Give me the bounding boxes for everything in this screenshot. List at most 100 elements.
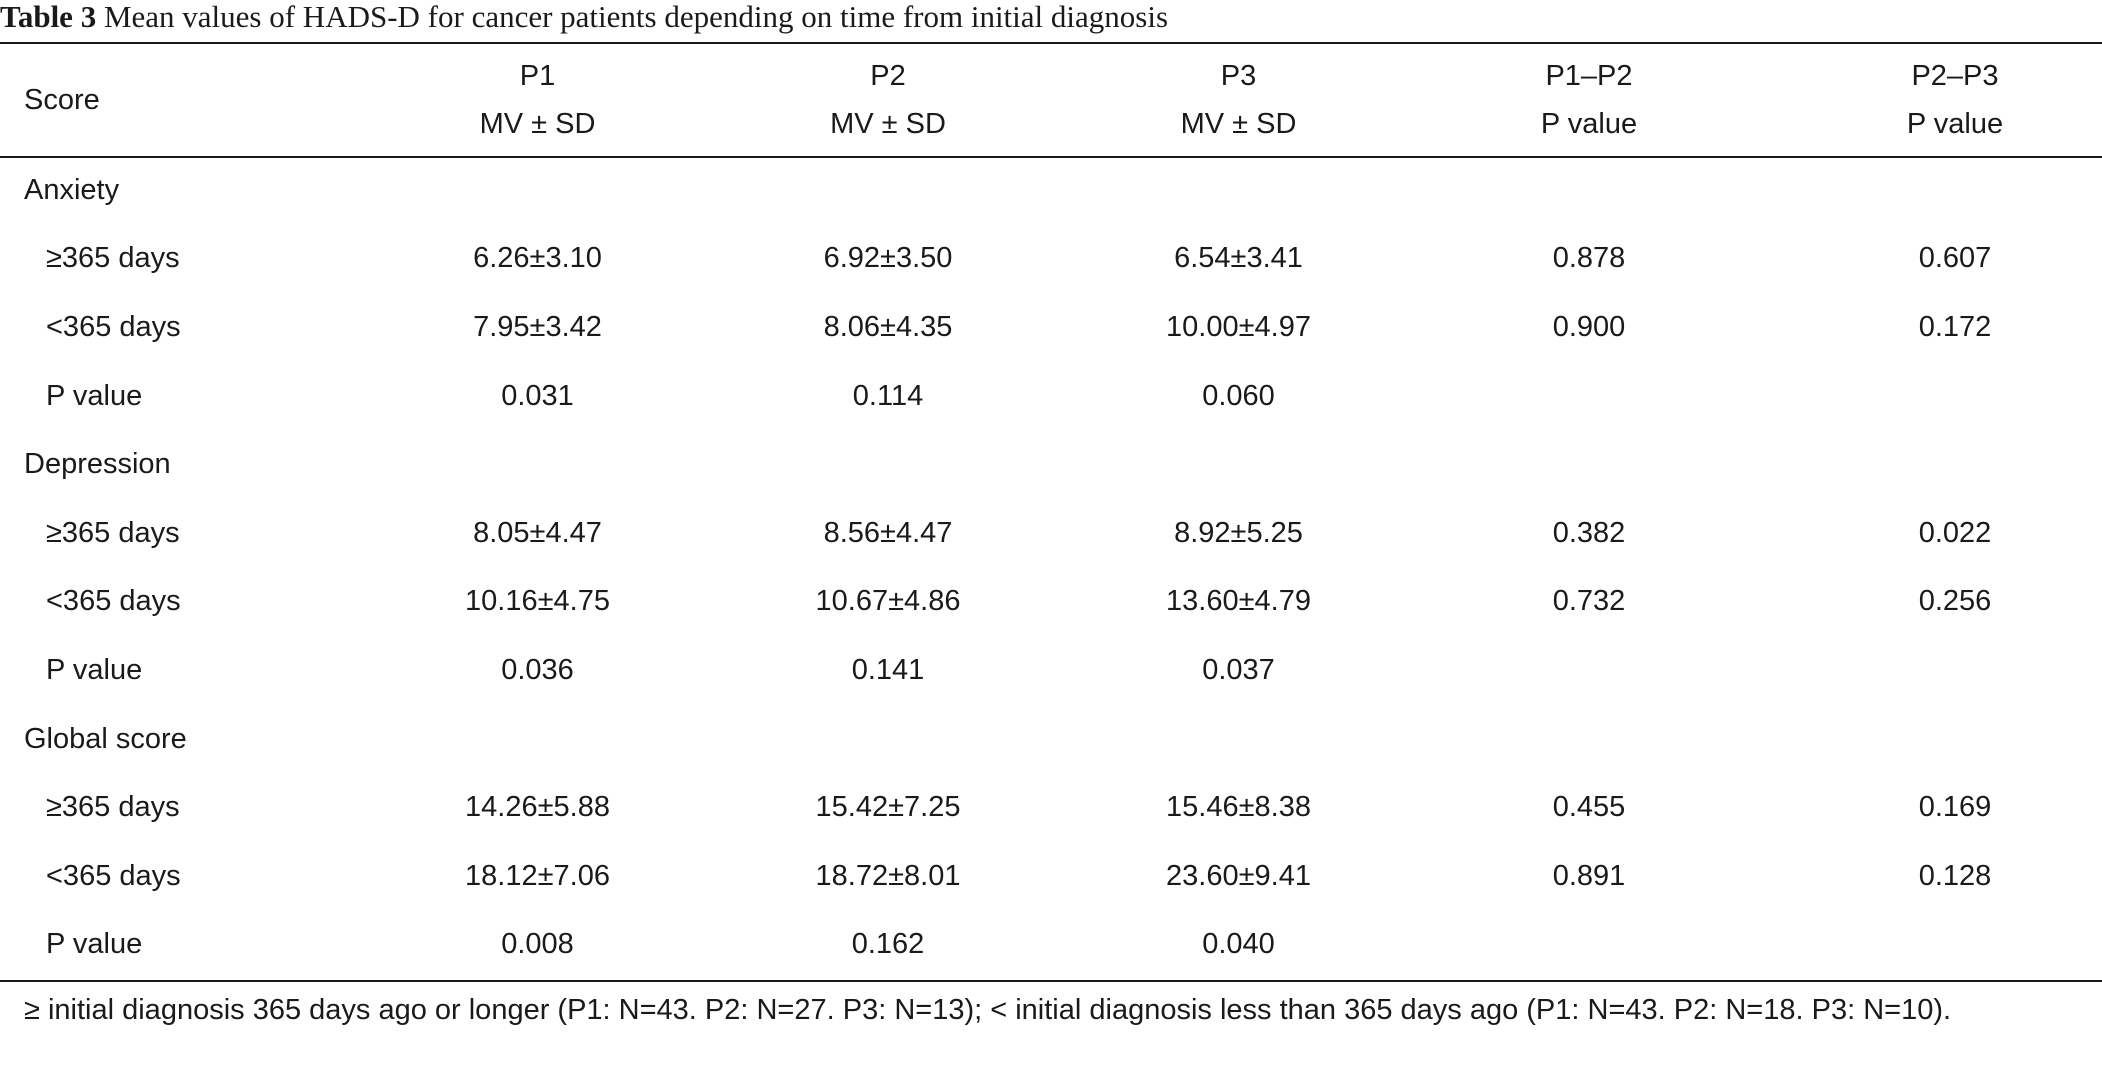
table-row: <365 days 10.16±4.75 10.67±4.86 13.60±4.79 0… — [0, 568, 2102, 637]
table-cell: 18.72±8.01 — [815, 859, 961, 892]
table-row: ≥365 days 6.26±3.10 6.92±3.50 6.54±3.41 0.87… — [0, 225, 2102, 294]
table-cell — [1107, 156, 1370, 225]
table-cell: 8.05±4.47 — [473, 516, 602, 549]
row-label: P value — [46, 653, 143, 686]
table-cell: 0.031 — [501, 379, 574, 412]
group-label: Global score — [24, 722, 187, 755]
table-row: <365 days 7.95±3.42 8.06±4.35 10.00±4.97 0.9… — [0, 293, 2102, 362]
table-cell: 0.008 — [501, 928, 574, 961]
table-cell: 0.455 — [1552, 791, 1626, 824]
table-cell — [1370, 911, 1808, 980]
table-cell: 6.26±3.10 — [473, 242, 602, 275]
header-col-line1: P3 — [1220, 60, 1257, 92]
table-cell: 18.12±7.06 — [465, 859, 610, 892]
row-label: ≥365 days — [46, 791, 180, 824]
table-cell — [406, 156, 669, 225]
table-cell — [1370, 156, 1808, 225]
table-cell — [1808, 430, 2102, 499]
header-col: P1–P2 P value — [1370, 44, 1808, 156]
table-cell — [1808, 362, 2102, 431]
table-cell: 10.67±4.86 — [815, 585, 961, 618]
table-cell — [1808, 636, 2102, 705]
row-label: ≥365 days — [46, 242, 180, 275]
header-col: P1 MV ± SD — [406, 44, 669, 156]
table-cell: 0.256 — [1918, 585, 1992, 618]
header-score: Score — [24, 84, 100, 116]
header-col-line2: MV ± SD — [830, 108, 946, 140]
table-cell: 0.607 — [1918, 242, 1992, 275]
table-cell: 14.26±5.88 — [465, 791, 610, 824]
table-group-row: Anxiety — [0, 156, 2102, 225]
table-header: Score P1 MV ± SD P2 MV ± SD P3 MV ± SD P… — [0, 44, 2102, 156]
table-row: <365 days 18.12±7.06 18.72±8.01 23.60±9.41 0… — [0, 842, 2102, 911]
row-label: P value — [46, 379, 143, 412]
table-cell: 6.54±3.41 — [1174, 242, 1303, 275]
table-cell — [1370, 705, 1808, 774]
table-cell: 0.128 — [1918, 859, 1992, 892]
table-cell: 0.060 — [1202, 379, 1275, 412]
table-caption-text: Mean values of HADS-D for cancer patient… — [96, 0, 1169, 34]
table-cell: 0.037 — [1202, 653, 1275, 686]
table-row: P value 0.036 0.141 0.037 — [0, 636, 2102, 705]
table-cell: 13.60±4.79 — [1166, 585, 1311, 618]
table-group-row: Global score — [0, 705, 2102, 774]
header-col-line1: P2–P3 — [1911, 60, 1999, 92]
header-col-line2: P value — [1906, 108, 2004, 140]
table-caption: Table 3 Mean values of HADS-D for cancer… — [0, 0, 1168, 40]
table-cell — [1370, 430, 1808, 499]
table-row: P value 0.008 0.162 0.040 — [0, 911, 2102, 980]
header-col: P2–P3 P value — [1808, 44, 2102, 156]
table-cell: 8.56±4.47 — [823, 516, 953, 549]
table-cell: 10.00±4.97 — [1166, 310, 1311, 343]
table-cell — [669, 705, 1107, 774]
table-cell: 0.036 — [501, 653, 574, 686]
row-label: <365 days — [46, 859, 181, 892]
table-bottom-rule — [0, 980, 2102, 982]
table-cell: 0.891 — [1552, 859, 1626, 892]
table-cell — [1808, 156, 2102, 225]
header-col-line1: P1 — [519, 60, 556, 92]
header-col-line2: MV ± SD — [1180, 108, 1297, 140]
table-cell: 8.92±5.25 — [1174, 516, 1303, 549]
table-cell: 15.46±8.38 — [1166, 791, 1311, 824]
group-label: Depression — [24, 448, 171, 481]
table-cell: 0.900 — [1552, 310, 1626, 343]
header-col-line1: P2 — [870, 60, 906, 92]
table-cell: 0.114 — [852, 379, 924, 412]
table-footnote: ≥ initial diagnosis 365 days ago or long… — [24, 994, 1952, 1026]
table-cell: 0.382 — [1552, 516, 1626, 549]
table-cell: 0.162 — [851, 928, 925, 961]
table-cell: 7.95±3.42 — [473, 310, 602, 343]
table-cell: 0.141 — [851, 653, 925, 686]
table-body: Anxiety ≥365 days 6.26±3.10 6.92±3.50 6.54±3… — [0, 156, 2102, 979]
table-cell: 0.169 — [1918, 791, 1992, 824]
data-table: Score P1 MV ± SD P2 MV ± SD P3 MV ± SD P… — [0, 44, 2102, 979]
header-row: Score P1 MV ± SD P2 MV ± SD P3 MV ± SD P… — [0, 44, 2102, 156]
table-cell — [1808, 705, 2102, 774]
table-row: P value 0.031 0.114 0.060 — [0, 362, 2102, 431]
table-group-row: Depression — [0, 430, 2102, 499]
table-cell: 8.06±4.35 — [823, 310, 953, 343]
group-label: Anxiety — [24, 173, 120, 206]
table-cell — [1107, 430, 1370, 499]
row-label: <365 days — [46, 585, 181, 618]
table-row: ≥365 days 14.26±5.88 15.42±7.25 15.46±8.38 0… — [0, 773, 2102, 842]
header-col-line1: P1–P2 — [1545, 60, 1633, 92]
table-cell — [1808, 911, 2102, 980]
header-col-line2: P value — [1540, 108, 1638, 140]
table-cell — [1370, 362, 1808, 431]
table-cell: 0.878 — [1552, 242, 1626, 275]
table-top-rule — [0, 42, 2102, 44]
table-cell — [406, 430, 669, 499]
table-cell — [406, 705, 669, 774]
header-col-line2: MV ± SD — [479, 108, 596, 140]
table-cell — [669, 430, 1107, 499]
table-cell: 0.732 — [1552, 585, 1626, 618]
header-col: P3 MV ± SD — [1107, 44, 1370, 156]
table-cell: 6.92±3.50 — [823, 242, 953, 275]
table-cell — [669, 156, 1107, 225]
table-cell: 0.040 — [1202, 928, 1275, 961]
table-caption-label: Table 3 — [0, 0, 97, 34]
table-cell — [1370, 636, 1808, 705]
table-cell: 10.16±4.75 — [465, 585, 610, 618]
